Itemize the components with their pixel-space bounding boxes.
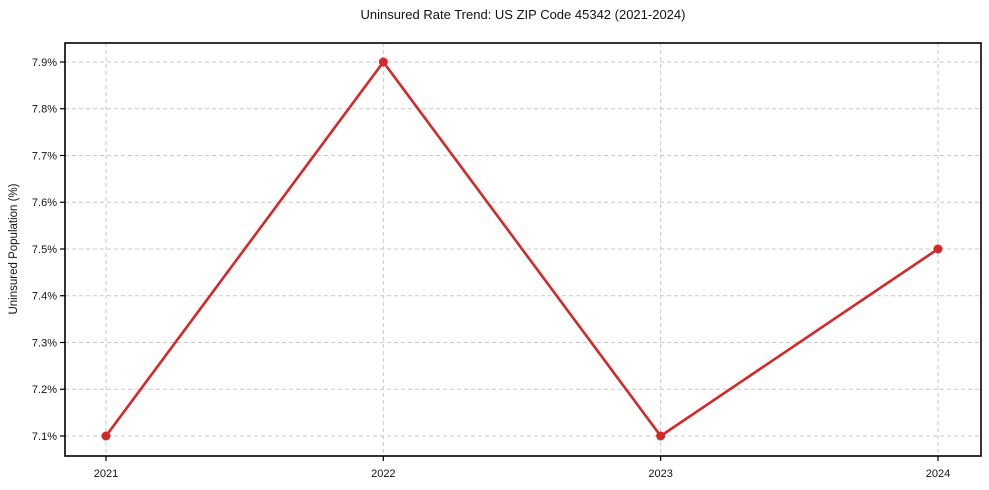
series-line [104,60,940,438]
x-tick-label: 2021 [94,468,118,480]
chart-title: Uninsured Rate Trend: US ZIP Code 45342 … [360,7,686,22]
y-tick-label: 7.5% [32,244,57,256]
y-tick-label: 7.7% [32,150,57,162]
y-tick-label: 7.2% [32,384,57,396]
data-point [933,244,943,254]
data-point [656,431,666,441]
data-point [378,57,388,67]
x-tick-label: 2023 [648,468,672,480]
y-tick-label: 7.4% [32,291,57,303]
y-tick-label: 7.3% [32,337,57,349]
y-tick-label: 7.8% [32,104,57,116]
x-tick-label: 2024 [926,468,950,480]
x-tick-label: 2022 [371,468,395,480]
y-axis-label: Uninsured Population (%) [8,183,20,315]
data-point [101,431,111,441]
y-tick-label: 7.1% [32,431,57,443]
y-tick-label: 7.6% [32,197,57,209]
y-tick-label: 7.9% [32,57,57,69]
